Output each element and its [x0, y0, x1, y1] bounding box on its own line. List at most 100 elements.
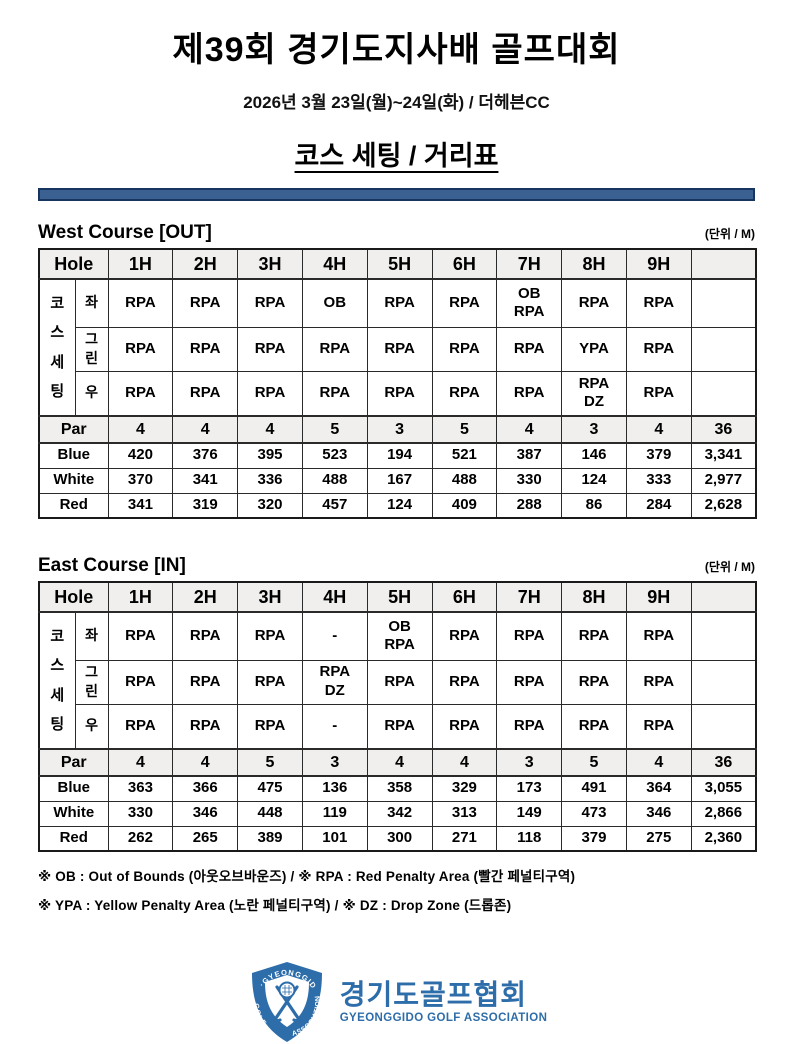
distance-cell: 262 — [107, 825, 174, 852]
setting-cell: RPA — [237, 611, 303, 661]
distance-cell: 448 — [237, 800, 303, 827]
setting-row-label-text: 우 — [85, 717, 98, 734]
distance-cell: 124 — [366, 492, 433, 519]
par-cell: 5 — [431, 415, 498, 444]
unit-label: (단위 / M) — [704, 227, 755, 241]
hole-header-label: Hole — [38, 248, 109, 280]
setting-cell: RPA — [496, 326, 563, 372]
setting-row-label-text: 우 — [85, 384, 98, 401]
par-cell: 4 — [625, 748, 692, 777]
distance-cell: 379 — [625, 442, 692, 469]
par-cell: 4 — [107, 415, 174, 444]
setting-row: 그린 RPA RPA RPA RPA RPA RPA RPA YPA RPA — [39, 326, 757, 372]
hole-header-cell-1H: 1H — [107, 581, 174, 613]
hole-header-cell-7H: 7H — [496, 581, 563, 613]
distance-cell: 342 — [366, 800, 433, 827]
setting-cell: RPA — [625, 659, 692, 705]
distance-cell: 521 — [431, 442, 498, 469]
setting-cell: RPA — [561, 278, 627, 328]
par-cell: 5 — [561, 748, 627, 777]
section-title: 코스 세팅 / 거리표 — [294, 141, 499, 171]
hole-header-cell-total — [690, 248, 757, 280]
hole-header-row: Hole 1H 2H 3H 4H 5H 6H 7H 8H 9H — [38, 248, 757, 280]
setting-cell: RPA — [107, 611, 174, 661]
par-cell: 3 — [496, 748, 563, 777]
distance-cell: 194 — [366, 442, 433, 469]
distance-cell: 2,977 — [690, 467, 757, 494]
distance-cell: 333 — [625, 467, 692, 494]
setting-cell: RPA — [496, 659, 563, 705]
setting-cell: RPA — [301, 326, 368, 372]
setting-cell: RPA — [366, 703, 433, 750]
hole-header-cell-2H: 2H — [172, 248, 239, 280]
course-table: Hole 1H 2H 3H 4H 5H 6H 7H 8H 9H 코스세팅 좌 RPA RPA RPA OB RP… — [38, 248, 757, 519]
setting-cell: RPA — [366, 659, 433, 705]
setting-cell: RPA — [431, 278, 498, 328]
setting-row-label: 그린 — [74, 326, 109, 372]
association-name-english: GYEONGGIDO GOLF ASSOCIATION — [339, 1011, 548, 1024]
distance-cell: 2,360 — [690, 825, 757, 852]
setting-group-label: 코스세팅 — [38, 611, 76, 750]
distance-cell: 363 — [107, 775, 174, 802]
hole-header-cell-4H: 4H — [301, 248, 368, 280]
tee-label: Blue — [38, 775, 109, 802]
par-cell: 4 — [431, 748, 498, 777]
setting-cell: RPA — [431, 703, 498, 750]
tee-row-white: White 370 341 336 488 167 488 330 124 333 2,977 — [38, 467, 757, 494]
par-row: Par 4 4 4 5 3 5 4 3 4 36 — [38, 415, 757, 444]
setting-cell: OB — [301, 278, 368, 328]
hole-header-cell-7H: 7H — [496, 248, 563, 280]
unit-label: (단위 / M) — [704, 560, 755, 574]
distance-cell: 395 — [237, 442, 303, 469]
hole-header-cell-3H: 3H — [237, 248, 303, 280]
distance-cell: 3,055 — [690, 775, 757, 802]
tee-row-white: White 330 346 448 119 342 313 149 473 346 2,866 — [38, 800, 757, 827]
hole-header-cell-2H: 2H — [172, 581, 239, 613]
hole-header-cell-9H: 9H — [625, 248, 692, 280]
distance-cell: 3,341 — [690, 442, 757, 469]
distance-cell: 284 — [625, 492, 692, 519]
setting-cell: RPA — [625, 703, 692, 750]
setting-row: 우 RPA RPA RPA - RPA RPA RPA RPA RPA — [39, 703, 757, 750]
setting-cell — [690, 370, 757, 417]
distance-cell: 366 — [172, 775, 239, 802]
setting-cell: RPA — [561, 703, 627, 750]
setting-cell — [690, 326, 757, 372]
par-cell: 3 — [301, 748, 368, 777]
distance-cell: 330 — [107, 800, 174, 827]
distance-cell: 167 — [366, 467, 433, 494]
distance-cell: 265 — [172, 825, 239, 852]
distance-cell: 457 — [301, 492, 368, 519]
setting-cell — [690, 278, 757, 328]
setting-cell: RPA — [625, 326, 692, 372]
distance-cell: 341 — [172, 467, 239, 494]
distance-cell: 336 — [237, 467, 303, 494]
setting-cell: RPA — [107, 326, 174, 372]
setting-cell: RPA — [366, 370, 433, 417]
distance-cell: 300 — [366, 825, 433, 852]
setting-cell: RPA — [431, 659, 498, 705]
setting-cell: RPA — [561, 611, 627, 661]
distance-cell: 376 — [172, 442, 239, 469]
setting-group-label: 코스세팅 — [38, 278, 76, 417]
par-cell: 3 — [561, 415, 627, 444]
par-cell: 36 — [690, 415, 757, 444]
hole-header-cell-5H: 5H — [366, 248, 433, 280]
distance-cell: 523 — [301, 442, 368, 469]
association-name: 경기도골프협회 GYEONGGIDO GOLF ASSOCIATION — [339, 980, 548, 1024]
distance-cell: 387 — [496, 442, 563, 469]
distance-cell: 346 — [625, 800, 692, 827]
hole-header-cell-1H: 1H — [107, 248, 174, 280]
setting-cell: RPA — [237, 278, 303, 328]
setting-cell: RPA — [366, 278, 433, 328]
setting-cell: RPA — [237, 659, 303, 705]
distance-cell: 271 — [431, 825, 498, 852]
document-title: 제39회 경기도지사배 골프대회 — [172, 31, 621, 69]
setting-row: 코스세팅 좌 RPA RPA RPA OB RPA RPA OB RPA RPA RPA — [38, 278, 757, 417]
association-logo: ·GYEONGGIDO· GOLF ASSOCIATION 경기도골프협회 GY… — [38, 960, 755, 1044]
setting-cell: RPA — [625, 370, 692, 417]
setting-cell: RPA — [172, 326, 239, 372]
setting-cell: RPA — [172, 370, 239, 417]
course-title: East Course [IN] — [38, 555, 186, 576]
